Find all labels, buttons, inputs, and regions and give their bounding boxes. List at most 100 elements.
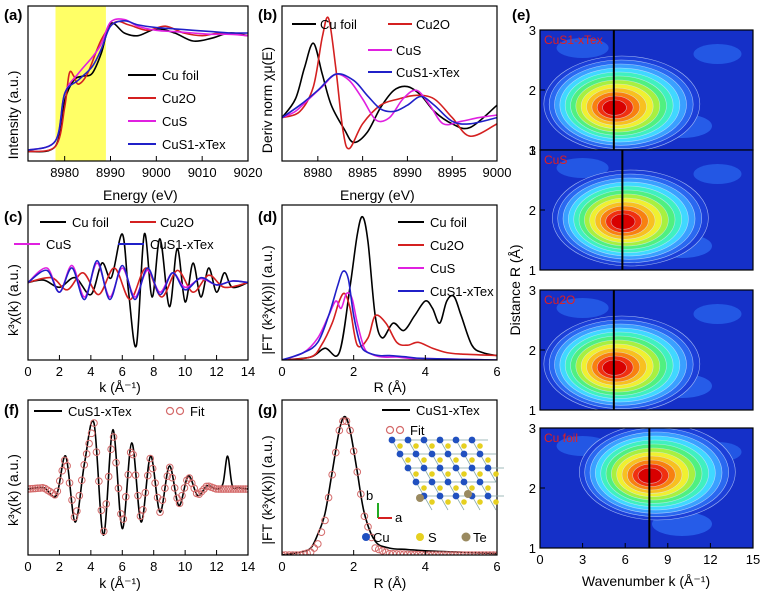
- legend-c-custe: CuS1-xTex: [150, 237, 214, 252]
- fit-point: [102, 500, 111, 508]
- fit-point: [288, 551, 297, 555]
- fit-point: [335, 426, 344, 435]
- panel-label-c: (c): [4, 209, 22, 226]
- xlabel-d: R (Å): [374, 379, 407, 395]
- fit-point: [224, 485, 233, 493]
- x-tick-label: 0: [278, 559, 285, 574]
- series-cus1-xtex: [282, 270, 497, 360]
- x-tick-label: 8980: [303, 165, 332, 180]
- chart-c: 0 2 4 6 8 10 12 14: [24, 204, 255, 379]
- x-tick-label: 0: [24, 559, 31, 574]
- ylabel-g: |FT (k³χ(k))| (a.u.): [259, 435, 275, 544]
- x-tick-label: 6: [622, 552, 629, 567]
- xlabel-b: Energy (eV): [340, 187, 415, 203]
- y-tick-label: 3: [529, 421, 536, 436]
- series-cus1-xtex: [282, 73, 497, 125]
- s-atom: [485, 457, 491, 463]
- series-cus: [282, 292, 497, 360]
- fit-point: [453, 551, 462, 555]
- x-tick-label: 14: [241, 364, 255, 379]
- y-tick-label: 2: [529, 83, 536, 98]
- series-fit-markers: [28, 419, 248, 536]
- s-atom: [461, 443, 467, 449]
- wavelet-map-3: Cu2O 1 2 3: [529, 283, 754, 418]
- fit-point: [331, 448, 340, 457]
- fit-point: [107, 445, 115, 454]
- fit-point: [222, 485, 230, 493]
- fit-point: [299, 550, 308, 555]
- fit-point: [403, 550, 412, 555]
- fit-point: [168, 473, 177, 482]
- map-label: Cu2O: [544, 293, 575, 307]
- fit-point: [58, 466, 67, 475]
- s-atom: [461, 499, 467, 505]
- fit-point: [73, 507, 81, 515]
- legend-d-cu-foil: Cu foil: [430, 215, 467, 230]
- fit-point: [80, 461, 89, 469]
- cu-atom: [444, 450, 452, 458]
- fit-point: [364, 523, 372, 531]
- cu-atom: [436, 464, 444, 472]
- fit-point: [161, 484, 169, 492]
- fit-point: [170, 484, 179, 492]
- s-atom: [461, 471, 467, 477]
- fit-point: [99, 527, 108, 536]
- fit-point: [346, 426, 354, 435]
- cu-atom: [412, 478, 420, 486]
- fit-point: [303, 549, 311, 555]
- cu-atom: [484, 492, 492, 500]
- fit-point: [234, 485, 243, 493]
- x-tick-label: 8: [150, 559, 157, 574]
- fit-point: [450, 551, 458, 555]
- fit-point: [475, 551, 483, 555]
- cu-atom: [404, 436, 412, 444]
- map-blob: [693, 44, 742, 64]
- cu-atom: [428, 478, 436, 486]
- cu-atom: [468, 464, 476, 472]
- fit-point: [92, 448, 101, 456]
- fit-point: [389, 549, 397, 555]
- legend-a-cus: CuS: [162, 114, 188, 129]
- fit-point: [285, 551, 293, 555]
- fit-point: [129, 450, 137, 459]
- x-tick-label: 9000: [142, 165, 171, 180]
- fit-point: [435, 551, 444, 555]
- legend-c-cu2o: Cu2O: [160, 215, 194, 230]
- s-atom: [429, 471, 435, 477]
- fit-point: [360, 512, 369, 521]
- x-tick-label: 2: [350, 559, 357, 574]
- fit-point: [217, 485, 225, 493]
- legend-d-custe: CuS1-xTex: [430, 284, 494, 299]
- ylabel-f: k³χ(k) (a.u.): [5, 454, 21, 526]
- s-atom: [397, 443, 403, 449]
- fit-point: [385, 549, 394, 555]
- fit-point: [378, 547, 387, 555]
- s-atom: [413, 471, 419, 477]
- s-atom: [429, 443, 435, 449]
- s-atom: [485, 485, 491, 491]
- x-tick-label: 2: [350, 364, 357, 379]
- cu-atom: [460, 450, 468, 458]
- ylabel-a: Intensity (a.u.): [5, 71, 21, 160]
- fit-point: [339, 417, 347, 426]
- xlabel-g: R (Å): [374, 575, 407, 591]
- ylabel-d: |FT (k³χ(k))| (a.u.): [259, 245, 275, 354]
- map-label: Cu foil: [544, 431, 578, 445]
- xlabel-e: Wavenumber k (Å⁻¹): [582, 573, 710, 589]
- y-tick-label: 3: [529, 283, 536, 298]
- fit-point: [68, 496, 76, 504]
- inset-axes: b a Cu S Te: [362, 488, 487, 545]
- fit-point: [328, 470, 336, 479]
- map-blob: [556, 158, 609, 178]
- ylabel-b: Deriv norm χμ(E): [259, 47, 275, 153]
- fit-point: [214, 485, 223, 493]
- fit-point: [31, 484, 40, 493]
- legend-f: CuS1-xTex Fit: [34, 404, 205, 419]
- cu-atom: [388, 436, 396, 444]
- map-blob: [693, 304, 742, 324]
- chart-a: 8980 8990 9000 9010 9020: [27, 5, 262, 180]
- panel-label-e: (e): [512, 7, 530, 24]
- x-tick-label: 8990: [96, 165, 125, 180]
- legend-c-cu-foil: Cu foil: [72, 215, 109, 230]
- s-atom: [445, 443, 451, 449]
